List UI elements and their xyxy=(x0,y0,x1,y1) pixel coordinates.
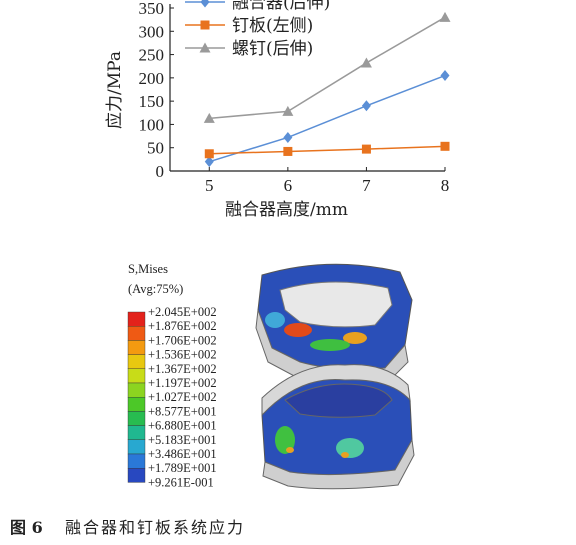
marker xyxy=(204,149,214,159)
color-band xyxy=(127,397,146,412)
marker xyxy=(204,156,214,168)
marker xyxy=(203,112,215,123)
legend-label: 融合器(后伸) xyxy=(232,0,330,13)
color-label: +6.880E+001 xyxy=(148,419,217,433)
color-label: +5.183E+001 xyxy=(148,433,217,447)
y-axis-label: 应力/MPa xyxy=(105,51,125,129)
y-tick-label: 300 xyxy=(139,22,165,41)
color-label: +1.536E+002 xyxy=(148,348,217,362)
color-band xyxy=(127,439,146,455)
x-axis-label: 融合器高度/mm xyxy=(225,200,348,220)
series-line xyxy=(209,145,446,155)
marker xyxy=(199,42,211,53)
y-tick-label: 50 xyxy=(147,139,164,158)
x-tick-label: 7 xyxy=(362,176,371,195)
color-label: +1.027E+002 xyxy=(148,390,217,404)
x-tick-label: 8 xyxy=(441,176,450,195)
legend-label: 螺钉(后伸) xyxy=(232,39,313,59)
caption-text: 融合器和钉板系统应力 xyxy=(65,518,245,537)
series-line xyxy=(209,74,446,163)
marker xyxy=(361,144,371,154)
marker xyxy=(439,11,451,22)
color-band xyxy=(127,354,146,370)
color-band xyxy=(127,468,146,483)
color-band xyxy=(127,425,146,441)
color-label: +3.486E+001 xyxy=(148,447,217,461)
color-label: +1.197E+002 xyxy=(148,376,217,390)
x-tick-label: 6 xyxy=(284,176,293,195)
contour-title: S,Mises xyxy=(128,262,168,276)
marker xyxy=(440,70,450,82)
color-label: +1.706E+002 xyxy=(148,333,217,347)
legend: 融合器(后伸) 钉板(左侧) 螺钉(后伸) xyxy=(185,0,330,59)
color-label: +1.876E+002 xyxy=(148,319,217,333)
marker xyxy=(283,131,293,143)
contour-subtitle: (Avg:75%) xyxy=(128,282,183,296)
marker xyxy=(361,100,371,112)
x-tick-label: 5 xyxy=(205,176,214,195)
color-band xyxy=(127,382,146,398)
marker xyxy=(200,20,210,30)
color-label: +8.577E+001 xyxy=(148,404,217,418)
legend-label: 钉板(左侧) xyxy=(232,16,313,36)
y-tick-label: 250 xyxy=(139,46,165,65)
color-band xyxy=(127,326,146,341)
color-label: +1.367E+002 xyxy=(148,362,217,376)
marker xyxy=(283,146,293,156)
marker xyxy=(282,105,294,116)
caption-label: 图 6 xyxy=(10,518,43,537)
color-band xyxy=(127,340,146,355)
y-tick-label: 100 xyxy=(139,115,165,134)
color-bar: +2.045E+002+1.876E+002+1.706E+002+1.536E… xyxy=(127,305,217,489)
y-tick-label: 0 xyxy=(156,162,165,181)
y-tick-label: 350 xyxy=(139,0,165,18)
y-tick-label: 200 xyxy=(139,69,165,88)
marker xyxy=(200,0,210,8)
color-band xyxy=(127,311,146,327)
fea-model xyxy=(255,263,415,490)
color-band xyxy=(127,453,146,469)
color-band xyxy=(127,411,146,426)
marker xyxy=(440,141,450,151)
color-label: +2.045E+002 xyxy=(148,305,217,319)
marker xyxy=(360,57,372,68)
series-line xyxy=(209,16,446,120)
y-tick-label: 150 xyxy=(139,92,165,111)
color-label: +9.261E-001 xyxy=(148,475,214,489)
color-label: +1.789E+001 xyxy=(148,461,217,475)
color-band xyxy=(127,368,146,384)
